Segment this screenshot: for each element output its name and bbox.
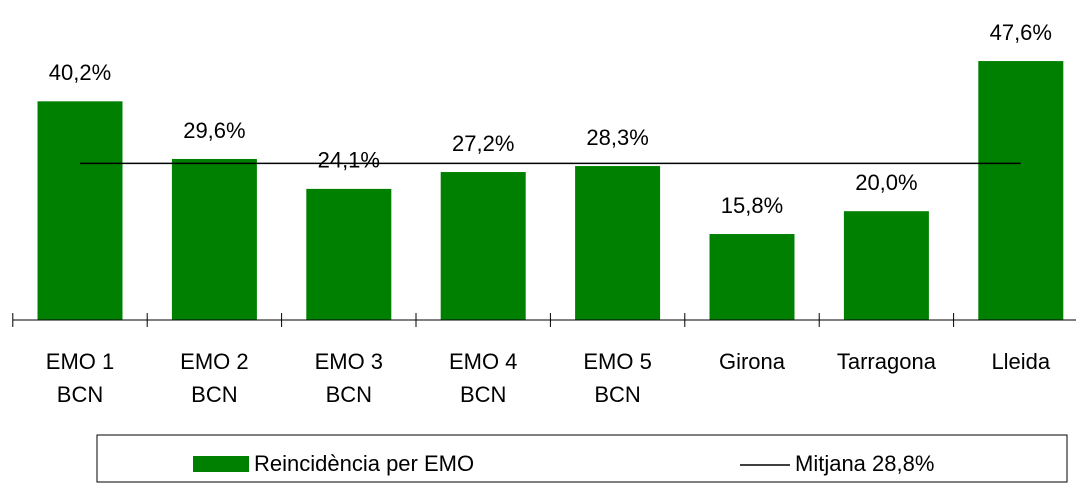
bar (709, 234, 795, 320)
x-tick-label: EMO 4 (449, 349, 517, 374)
x-tick-label: BCN (594, 382, 640, 407)
legend-box (96, 434, 1068, 483)
legend-swatch (193, 456, 249, 472)
data-label: 24,1% (318, 148, 380, 173)
bar (171, 158, 257, 320)
bar (575, 166, 661, 320)
x-tick-label: BCN (326, 382, 372, 407)
bar (306, 188, 392, 320)
x-tick-label: EMO 5 (583, 349, 651, 374)
x-tick-label: Girona (719, 349, 786, 374)
x-tick-label: Tarragona (837, 349, 937, 374)
x-tick-label: BCN (57, 382, 103, 407)
data-label: 27,2% (452, 131, 514, 156)
bar (37, 101, 123, 320)
data-label: 40,2% (49, 60, 111, 85)
legend-label: Reincidència per EMO (254, 451, 474, 476)
bar (843, 211, 929, 320)
data-label: 47,6% (990, 20, 1052, 45)
bar (440, 172, 526, 320)
data-label: 29,6% (183, 118, 245, 143)
data-label: 15,8% (721, 193, 783, 218)
x-tick-label: BCN (191, 382, 237, 407)
data-label: 20,0% (855, 170, 917, 195)
x-tick-label: BCN (460, 382, 506, 407)
x-tick-label: EMO 2 (180, 349, 248, 374)
data-label: 28,3% (586, 125, 648, 150)
x-tick-label: EMO 1 (46, 349, 114, 374)
bar (978, 61, 1064, 320)
legend-label: Mitjana 28,8% (795, 451, 934, 476)
x-tick-label: Lleida (991, 349, 1050, 374)
x-tick-label: EMO 3 (315, 349, 383, 374)
